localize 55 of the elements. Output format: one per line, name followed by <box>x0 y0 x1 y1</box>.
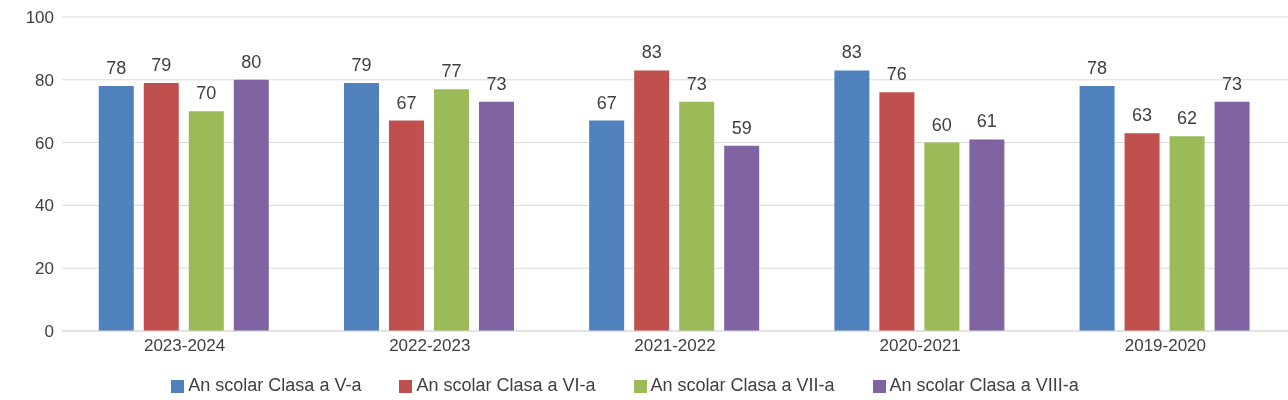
data-label: 67 <box>596 92 617 113</box>
data-label: 60 <box>931 114 952 135</box>
bar <box>1124 133 1160 331</box>
x-tick-label: 2022-2023 <box>389 336 471 356</box>
bar <box>879 92 915 331</box>
x-tick-label: 2023-2024 <box>143 336 226 356</box>
data-label: 79 <box>151 54 172 75</box>
data-label: 83 <box>641 42 662 63</box>
data-label: 77 <box>441 61 462 82</box>
data-label: 70 <box>196 83 217 104</box>
bar <box>188 111 224 331</box>
x-tick-label: 2019-2020 <box>1124 336 1207 356</box>
y-tick-label: 60 <box>35 133 54 153</box>
data-label: 59 <box>731 117 752 138</box>
bar <box>143 82 179 331</box>
legend-label: An scolar Clasa a VI-a <box>416 375 596 395</box>
data-label: 78 <box>106 58 127 79</box>
x-tick-label: 2020-2021 <box>879 336 961 356</box>
data-label: 62 <box>1177 108 1198 129</box>
data-label: 67 <box>396 92 417 113</box>
y-tick-label: 80 <box>35 70 54 90</box>
data-label: 73 <box>1222 73 1243 94</box>
bar <box>388 120 424 331</box>
data-label: 63 <box>1132 105 1153 126</box>
y-tick-label: 20 <box>35 259 54 279</box>
bar <box>343 82 379 331</box>
bar <box>679 101 715 331</box>
data-label: 80 <box>241 51 262 72</box>
bar <box>589 120 625 331</box>
bar <box>478 101 514 331</box>
bar <box>1214 101 1250 331</box>
data-label: 78 <box>1087 58 1108 79</box>
bar <box>634 70 670 331</box>
data-label: 73 <box>486 73 507 94</box>
bar <box>969 139 1005 331</box>
legend-label: An scolar Clasa a V-a <box>188 375 362 395</box>
data-label: 79 <box>351 54 372 75</box>
bar <box>433 89 469 331</box>
legend-label: An scolar Clasa a VII-a <box>650 375 835 395</box>
y-tick-label: 40 <box>35 196 54 216</box>
data-label: 76 <box>886 64 907 85</box>
bar <box>1079 86 1115 331</box>
bar <box>724 145 760 331</box>
x-tick-label: 2021-2022 <box>634 336 716 356</box>
data-label: 73 <box>686 73 707 94</box>
bar <box>98 86 134 331</box>
bar <box>1169 136 1205 331</box>
data-label: 83 <box>841 42 862 63</box>
bar <box>233 79 269 331</box>
legend-label: An scolar Clasa a VIII-a <box>889 375 1079 395</box>
y-tick-label: 100 <box>25 8 54 28</box>
bar <box>924 142 960 331</box>
y-tick-label: 0 <box>44 322 54 342</box>
bar <box>834 70 870 331</box>
data-label: 61 <box>976 111 997 132</box>
